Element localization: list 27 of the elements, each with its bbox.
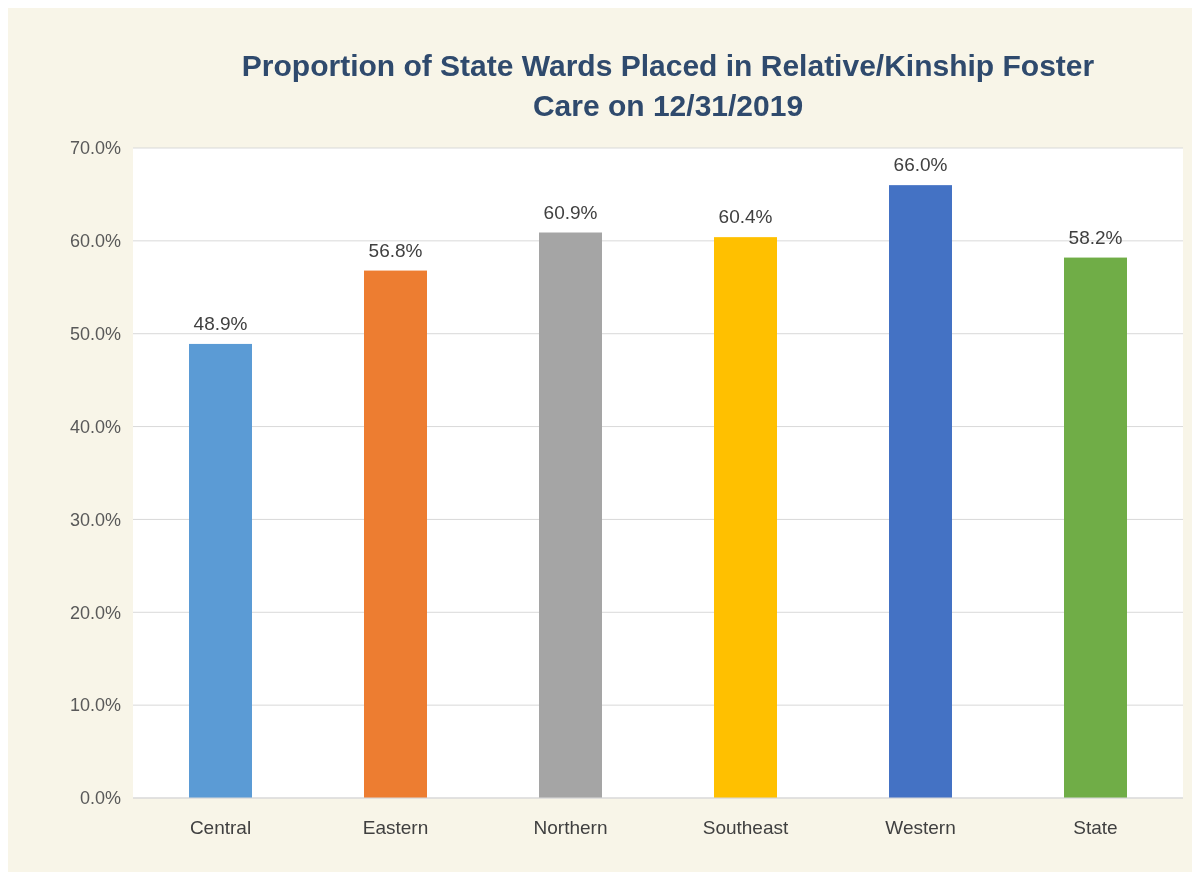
bar [189,343,252,798]
x-tick-label: Central [189,817,252,838]
y-tick-label: 70.0% [69,138,121,159]
y-tick-label: 50.0% [69,324,121,345]
y-tick-label: 0.0% [79,788,121,809]
y-tick-label: 60.0% [69,231,121,252]
bar [889,185,952,798]
y-tick-label: 10.0% [69,695,121,716]
bar [714,237,777,798]
chart-title: Proportion of State Wards Placed in Relative/Kinship Foster Care on 12/31/2019 [241,49,1095,122]
data-label: 60.4% [718,206,773,228]
x-tick-label: State [1073,817,1118,838]
x-tick-label: Southeast [702,817,789,838]
y-tick-label: 20.0% [69,602,121,623]
y-tick-label: 30.0% [69,509,121,530]
data-label: 58.2% [1068,226,1123,248]
x-tick-label: Northern [533,817,608,838]
data-label: 48.9% [193,312,248,334]
x-tick-label: Western [885,817,956,838]
bar [364,270,427,798]
bar [1064,257,1127,798]
data-label: 56.8% [368,239,423,261]
bar [539,232,602,798]
x-tick-label: Eastern [362,817,429,838]
data-label: 60.9% [543,201,598,223]
data-label: 66.0% [893,154,948,176]
y-tick-label: 40.0% [69,416,121,437]
